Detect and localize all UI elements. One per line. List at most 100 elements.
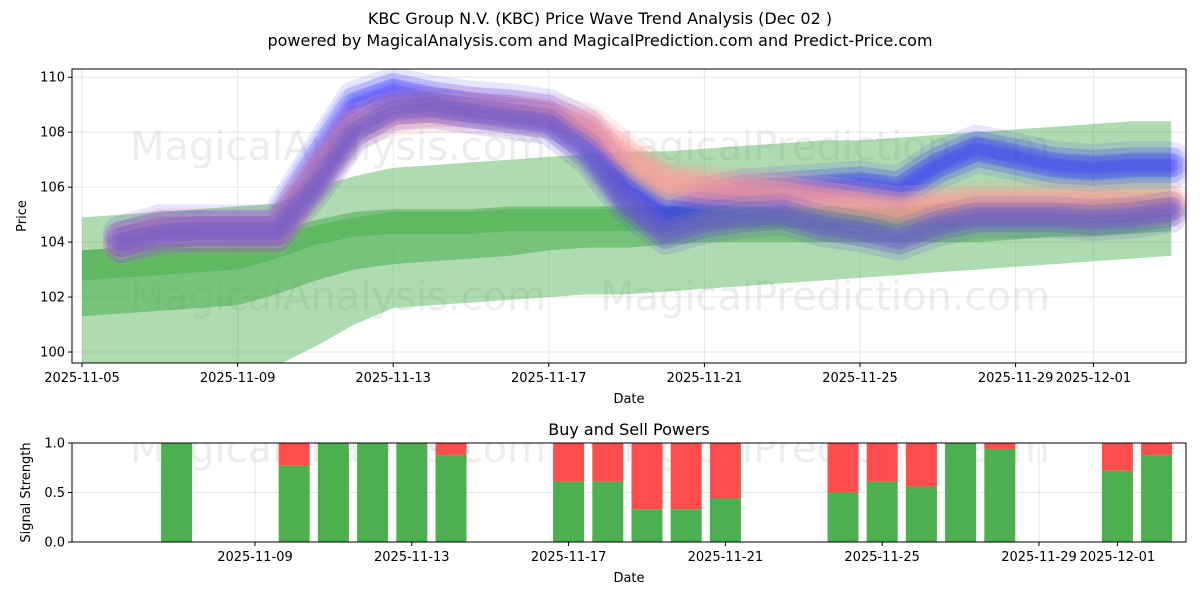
sell-bar — [592, 443, 624, 482]
x-tick-label: 2025-11-29 — [1001, 550, 1077, 565]
wave-mixed-layer — [115, 96, 1177, 242]
x-tick-label: 2025-11-17 — [531, 550, 607, 565]
y-tick-label: 1.0 — [44, 437, 65, 452]
sell-bar — [435, 443, 467, 455]
buy-bar — [161, 443, 193, 542]
wave-red-layer — [109, 93, 1183, 248]
buy-bar — [827, 492, 859, 542]
buy-bar — [553, 481, 585, 542]
sell-bar — [709, 443, 741, 499]
x-tick-label: 2025-11-25 — [822, 371, 898, 386]
x-axis-label: Date — [613, 392, 644, 407]
wave-blue-layer — [102, 73, 1186, 258]
forecast-band-inner — [82, 198, 1172, 281]
y-tick-label: 106 — [40, 181, 65, 196]
x-tick-label: 2025-11-13 — [355, 371, 431, 386]
x-tick-label: 2025-12-01 — [1056, 371, 1132, 386]
x-tick-label: 2025-11-21 — [667, 371, 743, 386]
buy-bar — [1101, 470, 1133, 542]
buy-bar — [278, 465, 310, 542]
price-axes-frame — [71, 68, 1187, 364]
x-tick-label: 2025-11-05 — [44, 371, 120, 386]
sell-bar — [278, 443, 310, 466]
x-tick-label: 2025-11-25 — [844, 550, 920, 565]
y-axis-label: Price — [15, 200, 30, 232]
watermark-text: MagicalAnalysis.com — [130, 124, 546, 170]
x-tick-label: 2025-11-17 — [511, 371, 587, 386]
wave-blue-layer — [102, 69, 1186, 252]
wave-red-layer — [103, 99, 1186, 266]
y-tick-label: 104 — [40, 236, 65, 251]
wave-red-layer — [114, 104, 1178, 249]
bar-chart-title: Buy and Sell Powers — [548, 420, 710, 439]
chart-title: KBC Group N.V. (KBC) Price Wave Trend An… — [367, 9, 833, 28]
wave-mixed-layer — [115, 108, 1177, 254]
y-tick-label: 110 — [40, 71, 65, 86]
chart-subtitle: powered by MagicalAnalysis.com and Magic… — [267, 31, 933, 50]
x-tick-label: 2025-11-13 — [374, 550, 450, 565]
wave-blue-layer — [108, 73, 1184, 246]
buy-bar — [984, 448, 1016, 542]
buy-bar — [1141, 454, 1173, 542]
sell-bar — [827, 443, 859, 493]
sell-bar — [631, 443, 663, 510]
x-tick-label: 2025-11-09 — [200, 371, 276, 386]
wave-blue-layer — [113, 90, 1179, 253]
x-tick-label: 2025-11-09 — [217, 550, 293, 565]
wave-red-layer — [109, 99, 1183, 254]
buy-bar — [631, 509, 663, 542]
wave-blue-layer — [113, 84, 1179, 247]
wave-red-layer — [103, 93, 1186, 260]
buy-bar — [709, 498, 741, 542]
wave-blue-layer — [102, 79, 1186, 264]
y-tick-label: 0.0 — [44, 536, 65, 551]
y-axis-label: Signal Strength — [19, 442, 34, 542]
wave-red-layer — [103, 87, 1186, 254]
sell-bar — [670, 443, 702, 510]
wave-mixed-layer — [115, 102, 1177, 248]
buy-bar — [396, 443, 428, 542]
sell-bar — [984, 443, 1016, 449]
sell-bar — [1101, 443, 1133, 471]
buy-bar — [317, 443, 349, 542]
sell-bar — [1141, 443, 1173, 455]
wave-red-layer — [114, 110, 1178, 255]
wave-mixed-layer — [111, 104, 1181, 258]
wave-blue-layer — [108, 85, 1184, 258]
wave-blue-layer — [113, 78, 1179, 241]
wave-red-layer — [109, 105, 1183, 260]
buy-bar — [670, 509, 702, 542]
x-tick-label: 2025-11-29 — [978, 371, 1054, 386]
wave-mixed-layer — [111, 98, 1181, 252]
buy-bar — [905, 486, 937, 542]
sell-bar — [866, 443, 898, 482]
wave-blue-layer — [116, 81, 1176, 238]
buy-bar — [592, 481, 624, 542]
x-axis-label: Date — [613, 571, 644, 586]
y-tick-label: 0.5 — [44, 486, 65, 501]
watermark-text: MagicalPrediction.com — [600, 124, 1050, 170]
x-tick-label: 2025-11-21 — [688, 550, 764, 565]
buy-bar — [866, 481, 898, 542]
wave-mixed-layer — [105, 86, 1186, 252]
y-tick-label: 102 — [40, 291, 65, 306]
x-tick-label: 2025-12-01 — [1080, 550, 1156, 565]
sell-bar — [553, 443, 585, 482]
wave-mixed-layer — [105, 92, 1186, 258]
wave-blue-layer — [108, 79, 1184, 252]
y-tick-label: 108 — [40, 126, 65, 141]
buy-bar — [435, 454, 467, 542]
watermark-text: MagicalPrediction.com — [600, 274, 1050, 320]
price-plot-area: MagicalAnalysis.com MagicalPrediction.com… — [72, 69, 1186, 363]
sell-bar — [905, 443, 937, 487]
wave-blue-layer — [116, 93, 1176, 250]
wave-mixed-layer — [111, 92, 1181, 246]
buy-bar — [945, 443, 977, 542]
buy-bar — [357, 443, 389, 542]
wave-blue-layer — [116, 87, 1176, 244]
y-tick-label: 100 — [40, 346, 65, 361]
wave-mixed-layer — [105, 98, 1186, 264]
wave-red-layer — [114, 98, 1178, 243]
